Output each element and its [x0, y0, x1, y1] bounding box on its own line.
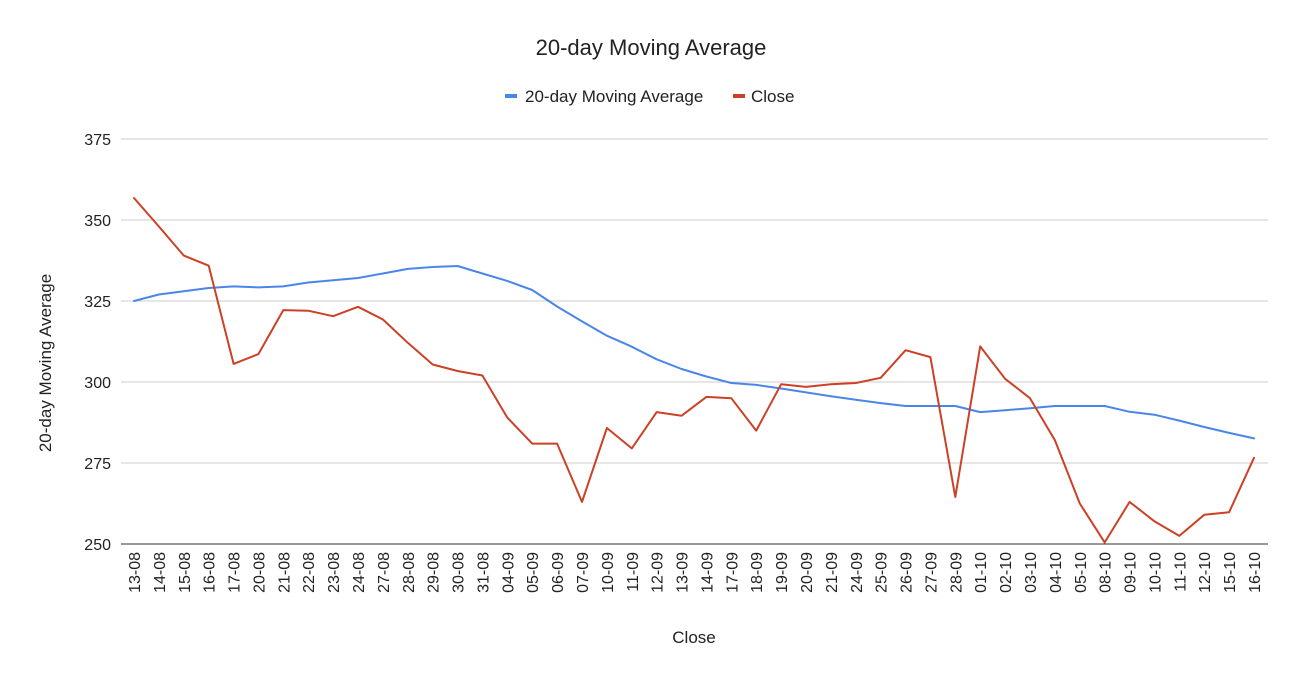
x-tick-label: 05-09	[525, 552, 542, 593]
x-tick-label: 04-09	[500, 552, 517, 593]
x-tick-label: 24-08	[351, 552, 368, 593]
x-tick-label: 15-10	[1222, 552, 1239, 593]
y-tick-label: 375	[84, 132, 111, 149]
x-tick-label: 17-09	[724, 552, 741, 593]
chart-title: 20-day Moving Average	[536, 35, 767, 60]
x-tick-label: 09-10	[1123, 552, 1140, 593]
x-axis-label: Close	[672, 628, 715, 647]
x-tick-label: 03-10	[1023, 552, 1040, 593]
x-tick-label: 21-08	[276, 552, 293, 593]
y-axis-label: 20-day Moving Average	[36, 274, 55, 452]
legend: 20-day Moving Average Close	[505, 87, 794, 106]
x-tick-label: 02-10	[998, 552, 1015, 593]
series-line-close	[133, 197, 1255, 544]
x-tick-label: 28-09	[948, 552, 965, 593]
x-tick-label: 12-09	[650, 552, 667, 593]
x-tick-label: 15-08	[177, 552, 194, 593]
x-tick-label: 12-10	[1197, 552, 1214, 593]
x-tick-label: 25-09	[874, 552, 891, 593]
legend-label: 20-day Moving Average	[525, 87, 703, 106]
x-tick-label: 28-08	[401, 552, 418, 593]
x-axis-ticks: 13-08 14-08 15-08 16-08 17-08 20-08 21-08 22-08…	[127, 552, 1264, 593]
x-tick-label: 01-10	[973, 552, 990, 593]
x-tick-label: 18-09	[749, 552, 766, 593]
legend-label: Close	[751, 87, 794, 106]
series-lines	[133, 197, 1255, 544]
x-tick-label: 16-08	[202, 552, 219, 593]
y-tick-label: 250	[84, 537, 111, 554]
series-line-moving-average	[133, 265, 1255, 440]
x-tick-label: 29-08	[426, 552, 443, 593]
x-tick-label: 30-08	[451, 552, 468, 593]
x-tick-label: 05-10	[1073, 552, 1090, 593]
x-tick-label: 17-08	[227, 552, 244, 593]
y-tick-label: 300	[84, 375, 111, 392]
x-tick-label: 24-09	[849, 552, 866, 593]
gridlines	[121, 138, 1268, 545]
x-tick-label: 20-08	[251, 552, 268, 593]
x-tick-label: 22-08	[301, 552, 318, 593]
x-tick-label: 07-09	[575, 552, 592, 593]
x-tick-label: 08-10	[1098, 552, 1115, 593]
x-tick-label: 14-09	[699, 552, 716, 593]
x-tick-label: 10-09	[600, 552, 617, 593]
x-tick-label: 19-09	[774, 552, 791, 593]
x-tick-label: 23-08	[326, 552, 343, 593]
x-tick-label: 11-10	[1172, 552, 1189, 592]
x-tick-label: 21-09	[824, 552, 841, 593]
x-tick-label: 04-10	[1048, 552, 1065, 593]
x-tick-label: 20-09	[799, 552, 816, 593]
y-tick-label: 275	[84, 456, 111, 473]
x-tick-label: 06-09	[550, 552, 567, 593]
x-tick-label: 27-09	[923, 552, 940, 593]
x-tick-label: 11-09	[625, 552, 642, 592]
x-tick-label: 14-08	[152, 552, 169, 593]
y-axis-ticks: 250 275 300 325 350 375	[84, 132, 111, 554]
y-tick-label: 325	[84, 294, 111, 311]
x-tick-label: 13-08	[127, 552, 144, 593]
x-tick-label: 27-08	[376, 552, 393, 593]
x-tick-label: 31-08	[475, 552, 492, 593]
x-tick-label: 13-09	[675, 552, 692, 593]
x-tick-label: 16-10	[1247, 552, 1264, 593]
y-tick-label: 350	[84, 213, 111, 230]
x-tick-label: 26-09	[899, 552, 916, 593]
x-tick-label: 10-10	[1147, 552, 1164, 593]
